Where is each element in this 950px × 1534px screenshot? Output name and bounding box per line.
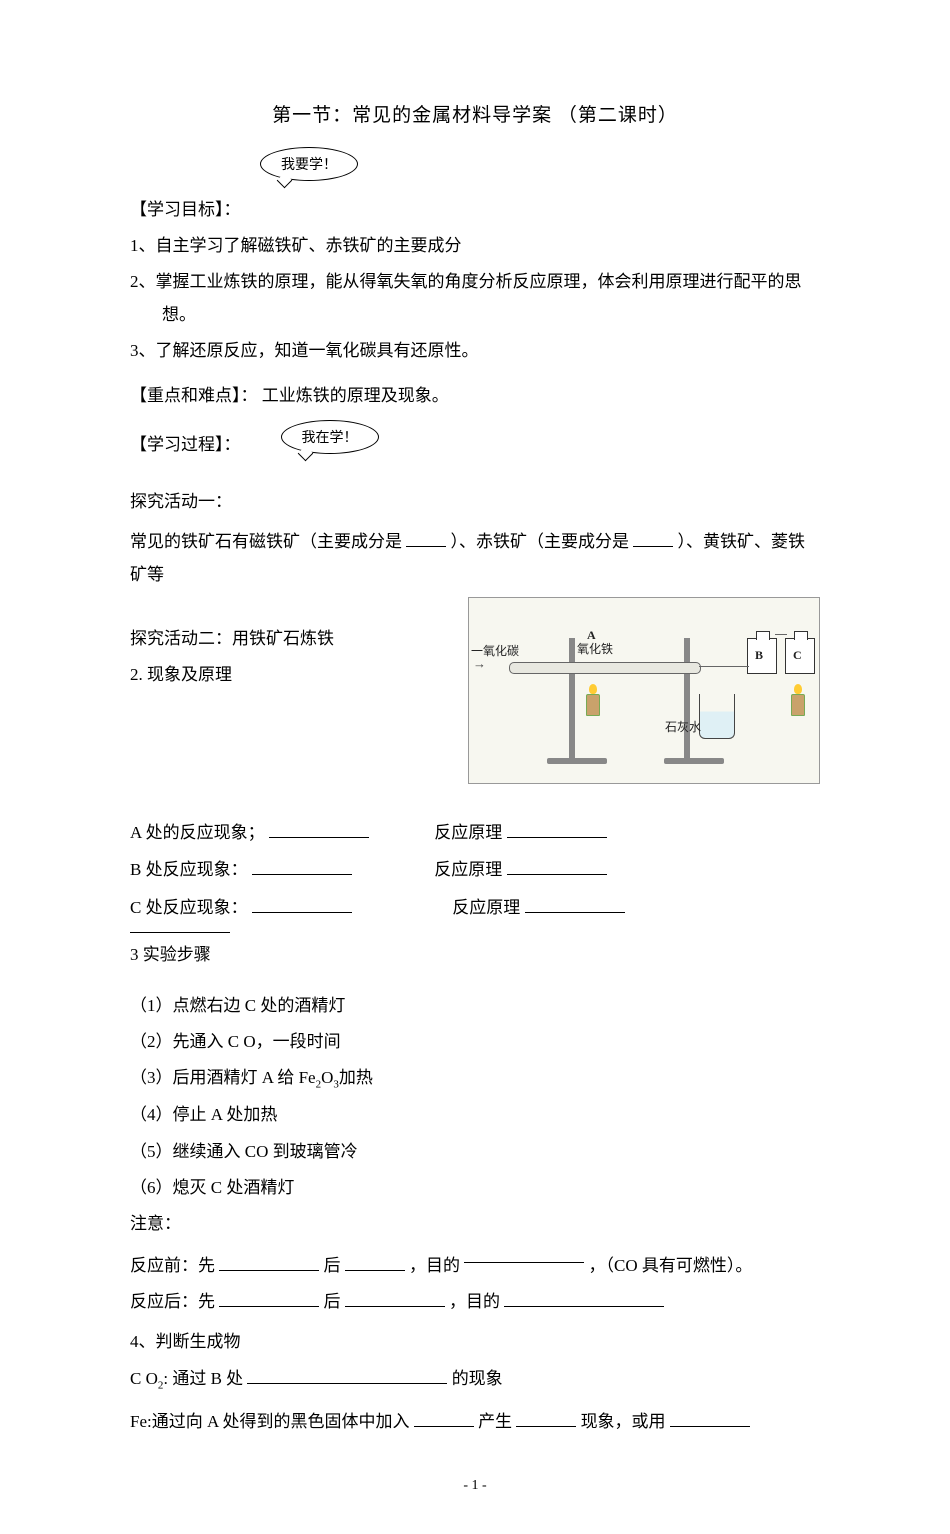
blank-before-2 bbox=[345, 1253, 405, 1271]
stand-base-right bbox=[664, 758, 724, 764]
lime-beaker bbox=[699, 694, 735, 739]
reaction-a: A 处的反应现象； 反应原理 bbox=[130, 814, 820, 851]
step-6: （6）熄灭 C 处酒精灯 bbox=[130, 1172, 820, 1204]
blank-co2 bbox=[247, 1366, 447, 1384]
blank-fe-2 bbox=[516, 1409, 576, 1427]
reaction-a-rhs-label: 反应原理 bbox=[434, 823, 502, 842]
blank-c-principle bbox=[525, 895, 625, 913]
note-after: 反应后：先 后 ，目的 bbox=[130, 1286, 820, 1318]
keypoints-text: 工业炼铁的原理及现象。 bbox=[262, 386, 449, 405]
judge-head: 4、判断生成物 bbox=[130, 1326, 820, 1358]
note-before-d: ，（CO 具有可燃性）。 bbox=[589, 1256, 753, 1275]
diagram-b-label: B bbox=[755, 648, 763, 663]
blank-b-principle bbox=[507, 857, 607, 875]
objective-3: 3、了解还原反应，知道一氧化碳具有还原性。 bbox=[130, 335, 820, 367]
judge-co2-a: C O bbox=[130, 1369, 158, 1388]
note-after-c: ，目的 bbox=[449, 1292, 500, 1311]
judge-co2-b: : 通过 B 处 bbox=[163, 1369, 243, 1388]
burner-body-icon bbox=[586, 694, 600, 716]
process-label: 【学习过程】： bbox=[130, 430, 241, 455]
blank-before-1 bbox=[219, 1253, 319, 1271]
step-3b: O bbox=[321, 1068, 333, 1087]
activity1-a: 常见的铁矿石有磁铁矿（主要成分是 bbox=[130, 532, 402, 551]
bubble-text-2: 我在学！ bbox=[281, 420, 379, 454]
stand-pole-left bbox=[569, 638, 575, 758]
steps-title: 3 实验步骤 bbox=[130, 939, 820, 971]
flame-icon bbox=[589, 684, 597, 694]
blank-fe-3 bbox=[670, 1409, 750, 1427]
reaction-b: B 处反应现象： 反应原理 bbox=[130, 851, 820, 888]
activity1-b: ）、赤铁矿（主要成分是 bbox=[451, 532, 630, 551]
blank-before-3 bbox=[464, 1245, 584, 1263]
step-3: （3）后用酒精灯 A 给 Fe2O3加热 bbox=[130, 1062, 820, 1095]
note-after-b: 后 bbox=[324, 1292, 341, 1311]
step-5: （5）继续通入 CO 到玻璃管冷 bbox=[130, 1136, 820, 1168]
bubble-text-1: 我要学！ bbox=[260, 147, 358, 181]
blank-c-phenomenon bbox=[252, 895, 352, 913]
note-before-a: 反应前：先 bbox=[130, 1256, 215, 1275]
step-1: （1）点燃右边 C 处的酒精灯 bbox=[130, 990, 820, 1022]
note-after-a: 反应后：先 bbox=[130, 1292, 215, 1311]
activity1-line: 常见的铁矿石有磁铁矿（主要成分是 ）、赤铁矿（主要成分是 ）、黄铁矿、菱铁矿等 bbox=[130, 526, 820, 591]
judge-fe-b: 产生 bbox=[478, 1412, 512, 1431]
blank-magnetite bbox=[406, 529, 446, 547]
blank-a-principle bbox=[507, 820, 607, 838]
note-before-c: ，目的 bbox=[409, 1256, 460, 1275]
note-before-b: 后 bbox=[324, 1256, 341, 1275]
connector-2 bbox=[775, 634, 787, 635]
activity1-head: 探究活动一： bbox=[130, 486, 400, 518]
activity2-sub: 2. 现象及原理 bbox=[130, 659, 400, 691]
reaction-b-rhs-label: 反应原理 bbox=[434, 860, 502, 879]
connector-1 bbox=[699, 666, 749, 667]
blank-a-phenomenon bbox=[269, 820, 369, 838]
burner-c bbox=[789, 690, 807, 718]
objectives-label: 【学习目标】： bbox=[130, 195, 820, 220]
experiment-diagram: → 一氧化碳 A 氧化铁 石灰水 B C bbox=[468, 597, 820, 784]
step-3c: 加热 bbox=[339, 1068, 373, 1087]
reaction-a-lhs: A 处的反应现象； bbox=[130, 823, 265, 842]
page-number: - 1 - bbox=[130, 1478, 820, 1494]
objective-2: 2、掌握工业炼铁的原理，能从得氧失氧的角度分析反应原理，体会利用原理进行配平的思… bbox=[130, 266, 820, 331]
reaction-b-lhs: B 处反应现象： bbox=[130, 860, 248, 879]
judge-co2: C O2: 通过 B 处 的现象 bbox=[130, 1363, 820, 1396]
step-3a: （3）后用酒精灯 A 给 Fe bbox=[130, 1068, 316, 1087]
bubble-learn-want: 我要学！ bbox=[260, 147, 820, 181]
stand-base-left bbox=[547, 758, 607, 764]
diagram-feo-label: 氧化铁 bbox=[577, 640, 613, 657]
blank-b-phenomenon bbox=[252, 857, 352, 875]
flame-icon-c bbox=[794, 684, 802, 694]
blank-after-2 bbox=[345, 1289, 445, 1307]
reaction-c-rhs-label: 反应原理 bbox=[452, 898, 520, 917]
stand-pole-right bbox=[684, 638, 690, 758]
glass-tube bbox=[509, 662, 701, 674]
diagram-c-label: C bbox=[793, 648, 802, 663]
judge-co2-c: 的现象 bbox=[452, 1369, 503, 1388]
judge-fe: Fe:通过向 A 处得到的黑色固体中加入 产生 现象，或用 bbox=[130, 1406, 820, 1438]
reaction-c: C 处反应现象： 反应原理 bbox=[130, 889, 820, 926]
blank-hematite bbox=[633, 529, 673, 547]
judge-fe-c: 现象，或用 bbox=[581, 1412, 666, 1431]
note-before: 反应前：先 后 ，目的 ，（CO 具有可燃性）。 bbox=[130, 1245, 820, 1282]
judge-fe-a: Fe:通过向 A 处得到的黑色固体中加入 bbox=[130, 1412, 410, 1431]
reaction-c-lhs: C 处反应现象： bbox=[130, 898, 248, 917]
page-title: 第一节：常见的金属材料导学案 （第二课时） bbox=[130, 100, 820, 127]
note-head: 注意： bbox=[130, 1208, 820, 1240]
bubble-learning: 我在学！ bbox=[281, 420, 379, 454]
step-4: （4）停止 A 处加热 bbox=[130, 1099, 820, 1131]
divider-small bbox=[130, 932, 230, 933]
keypoints-label: 【重点和难点】： 工业炼铁的原理及现象。 bbox=[130, 381, 820, 406]
step-2: （2）先通入 C O，一段时间 bbox=[130, 1026, 820, 1058]
burner-body-icon-c bbox=[791, 694, 805, 716]
activity2-head: 探究活动二：用铁矿石炼铁 bbox=[130, 623, 400, 655]
lime-label: 石灰水 bbox=[665, 718, 701, 735]
keypoints-tag: 【重点和难点】： bbox=[130, 386, 258, 405]
burner-a bbox=[584, 690, 602, 718]
blank-after-1 bbox=[219, 1289, 319, 1307]
blank-fe-1 bbox=[414, 1409, 474, 1427]
co-in-label: 一氧化碳 bbox=[471, 642, 519, 659]
blank-after-3 bbox=[504, 1289, 664, 1307]
objective-1: 1、自主学习了解磁铁矿、赤铁矿的主要成分 bbox=[130, 230, 820, 262]
